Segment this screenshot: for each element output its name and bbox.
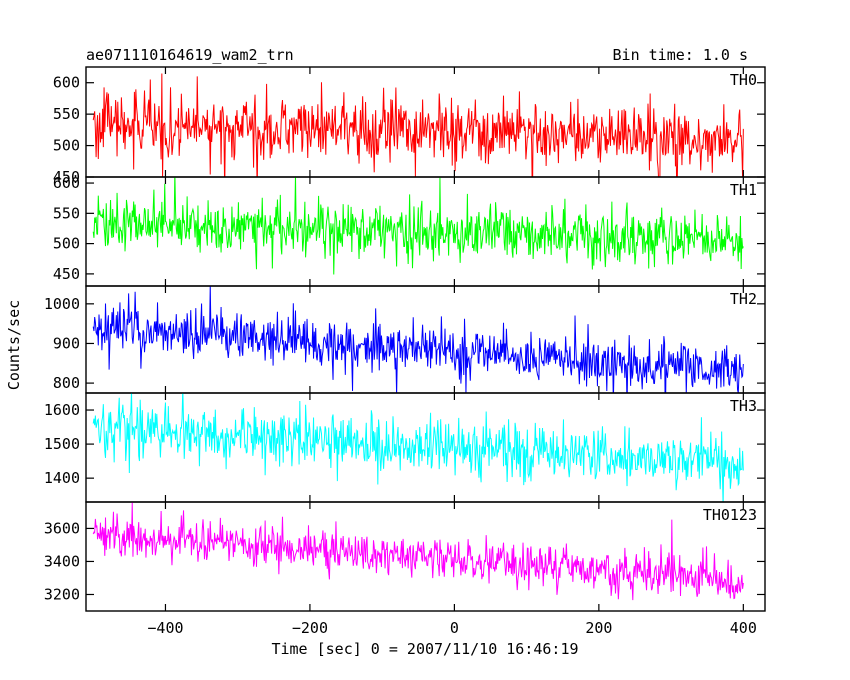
y-tick-label: 1000: [44, 295, 80, 313]
y-tick-label: 3200: [44, 585, 80, 603]
y-axis-label: Counts/sec: [5, 300, 23, 390]
x-tick-label: −200: [292, 619, 328, 637]
y-tick-label: 500: [53, 235, 80, 253]
panel-label: TH2: [730, 290, 757, 308]
x-tick-label: 400: [730, 619, 757, 637]
y-tick-label: 1400: [44, 469, 80, 487]
y-tick-label: 600: [53, 174, 80, 192]
panel-label: TH0: [730, 71, 757, 89]
panel-th0: 450 500 550 600 TH0: [53, 66, 766, 186]
y-tick-label: 900: [53, 334, 80, 352]
x-tick-label: −400: [147, 619, 183, 637]
y-tick-label: 800: [53, 374, 80, 392]
panel-th0123: 3200 3400 3600 TH0123: [44, 501, 766, 612]
chart-title-left: ae071110164619_wam2_trn: [86, 46, 294, 64]
series-line-th2: [92, 286, 744, 393]
panel-th3: 1400 1500 1600 TH3: [44, 392, 766, 503]
y-tick-label: 3600: [44, 519, 80, 537]
y-tick-label: 1600: [44, 401, 80, 419]
x-tick-label: 200: [585, 619, 612, 637]
panel-label: TH3: [730, 397, 757, 415]
y-tick-label: 500: [53, 137, 80, 155]
x-axis-label: Time [sec] 0 = 2007/11/10 16:46:19: [271, 640, 578, 658]
panel-th1: 450 500 550 600 TH1: [53, 174, 766, 287]
y-tick-label: 1500: [44, 435, 80, 453]
series-line-th1: [92, 177, 744, 275]
series-line-th0123: [92, 502, 744, 601]
series-line-th0: [92, 73, 744, 177]
panel-label: TH0123: [703, 506, 757, 524]
chart-title-right: Bin time: 1.0 s: [613, 46, 748, 64]
y-tick-label: 450: [53, 168, 80, 186]
panel-frame: [85, 501, 766, 612]
y-tick-label: 3400: [44, 552, 80, 570]
panel-label: TH1: [730, 181, 757, 199]
y-tick-label: 550: [53, 105, 80, 123]
x-axis: −400 −200 0 200 400: [147, 619, 756, 637]
y-tick-label: 450: [53, 265, 80, 283]
x-tick-label: 0: [450, 619, 459, 637]
y-tick-label: 550: [53, 204, 80, 222]
series-line-th3: [92, 393, 744, 502]
panel-th2: 800 900 1000 TH2: [44, 285, 766, 394]
panel-group: 450 500 550 600 TH0 450 500 550 600 TH1 800 900 1000…: [44, 66, 766, 612]
y-tick-label: 600: [53, 74, 80, 92]
